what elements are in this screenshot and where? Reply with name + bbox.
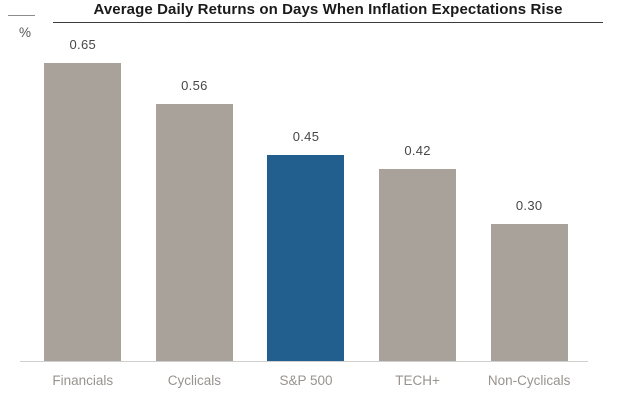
category-label-tech: TECH+: [395, 373, 440, 388]
bar-column-tech: 0.42 TECH+: [362, 30, 474, 388]
plot-area: 0.65 Financials 0.56 Cyclicals 0.45 S&P 500 0.…: [27, 30, 585, 388]
category-label-financials: Financials: [52, 373, 114, 388]
category-label-cyclicals: Cyclicals: [167, 373, 222, 388]
bar-value-label: 0.65: [69, 37, 97, 52]
bar-column-financials: 0.65 Financials: [27, 30, 139, 388]
bar-value-label: 0.45: [292, 129, 320, 144]
chart-title-block: Average Daily Returns on Days When Infla…: [53, 1, 603, 23]
y-axis-unit-label: %: [19, 25, 32, 40]
bar-value-label: 0.42: [404, 143, 431, 158]
y-axis-tick-line: [8, 15, 35, 16]
category-label-s-p-500: S&P 500: [279, 373, 333, 388]
chart-title: Average Daily Returns on Days When Infla…: [93, 1, 563, 18]
category-label-non-cyclicals: Non-Cyclicals: [487, 373, 571, 388]
bar-s-p-500: [267, 155, 345, 362]
x-axis-line: [20, 361, 588, 362]
bar-tech: [379, 169, 457, 362]
bar-value-label: 0.56: [181, 78, 208, 93]
bar-financials: [44, 63, 122, 362]
bar-column-non-cyclicals: 0.30 Non-Cyclicals: [473, 30, 585, 388]
bar-column-s-p-500: 0.45 S&P 500: [250, 30, 362, 388]
bar-column-cyclicals: 0.56 Cyclicals: [139, 30, 251, 388]
bar-non-cyclicals: [490, 224, 568, 362]
bar-cyclicals: [155, 104, 233, 362]
bar-value-label: 0.30: [515, 198, 543, 213]
